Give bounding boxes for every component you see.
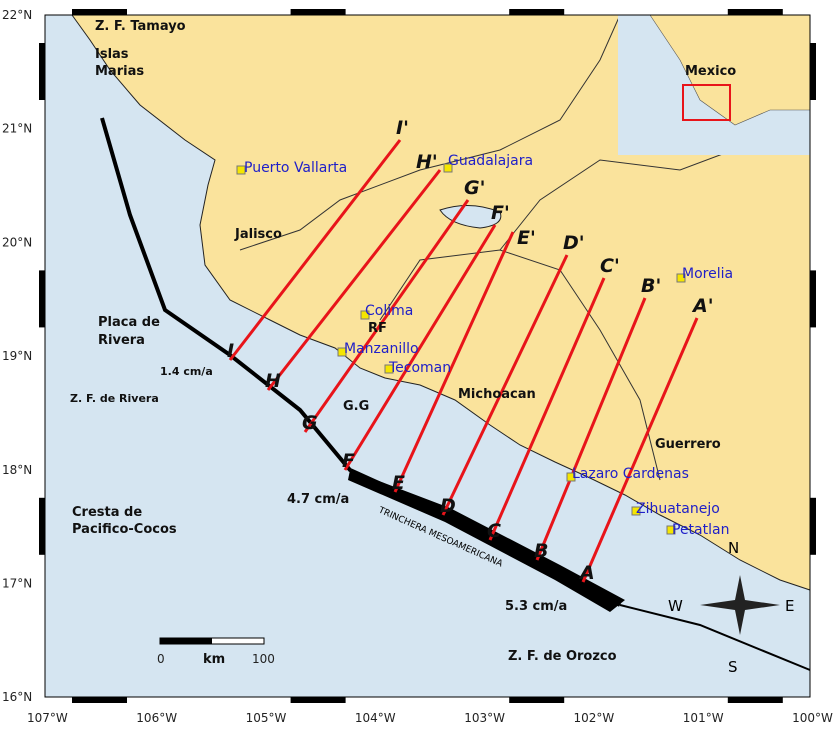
label-pacifico-cocos: Pacifico-Cocos	[72, 522, 177, 537]
map-frame	[39, 9, 816, 703]
lat-tick: 21°N	[2, 122, 32, 136]
svg-text:S: S	[728, 658, 738, 676]
label-islas: Islas	[95, 47, 129, 62]
city-manzanillo: Manzanillo	[344, 341, 419, 357]
profile-end-label: H'	[416, 151, 438, 173]
city-guadalajara: Guadalajara	[448, 153, 533, 169]
scale-bar: 0 km 100	[157, 637, 275, 667]
label-rivera: Rivera	[98, 333, 145, 348]
trench-thick	[348, 470, 625, 612]
lat-tick: 20°N	[2, 235, 32, 249]
label-rf: RF	[368, 321, 387, 336]
lat-tick: 18°N	[2, 463, 32, 477]
land	[71, 14, 811, 591]
trench-east	[619, 604, 811, 671]
profile-start-label: D	[440, 495, 456, 517]
lon-tick: 101°W	[683, 711, 724, 725]
lon-tick: 104°W	[355, 711, 396, 725]
svg-text:100: 100	[252, 652, 275, 666]
rate-3: 5.3 cm/a	[505, 599, 567, 614]
svg-text:0: 0	[157, 652, 165, 666]
svg-text:km: km	[203, 652, 225, 667]
label-gg: G.G	[343, 399, 369, 414]
profile-line	[303, 199, 470, 433]
label-cresta-de: Cresta de	[72, 505, 142, 520]
profile-end-label: B'	[641, 275, 661, 297]
profile-line	[343, 224, 497, 471]
label-michoacan: Michoacan	[458, 387, 536, 402]
lon-tick: 105°W	[246, 711, 287, 725]
label-zf-tamayo: Z. F. Tamayo	[95, 19, 186, 34]
profile-line	[228, 139, 402, 361]
lon-tick: 100°W	[792, 711, 833, 725]
city-morelia: Morelia	[682, 266, 733, 282]
profile-start-label: B	[534, 540, 548, 562]
profile-line	[488, 277, 606, 541]
profile-line	[266, 169, 442, 391]
inset-study-area	[682, 84, 731, 121]
lon-tick: 106°W	[136, 711, 177, 725]
lat-tick: 19°N	[2, 349, 32, 363]
label-guerrero: Guerrero	[655, 437, 721, 452]
city-puerto-vallarta: Puerto Vallarta	[244, 160, 347, 176]
profile-start-label: C	[487, 520, 501, 542]
profile-end-label: A'	[691, 295, 714, 317]
lon-tick: 107°W	[27, 711, 68, 725]
label-marias: Marias	[95, 64, 144, 79]
profile-end-label: G'	[464, 177, 485, 199]
city-tecoman: Tecoman	[388, 360, 451, 376]
lon-tick: 102°W	[574, 711, 615, 725]
rate-1: 1.4 cm/a	[160, 365, 213, 378]
profile-end-label: F'	[491, 202, 510, 224]
city-markers	[236, 163, 686, 535]
profile-end-label: C'	[600, 255, 620, 277]
lat-tick: 16°N	[2, 690, 32, 704]
inset-label: Mexico	[685, 64, 736, 79]
lon-tick: 103°W	[464, 711, 505, 725]
profile-start-label: A	[578, 562, 595, 584]
profile-line	[393, 231, 515, 493]
profile-end-label: E'	[517, 227, 536, 249]
profile-line	[441, 254, 569, 516]
compass-rose: N S E W	[668, 539, 794, 676]
label-zf-rivera: Z. F. de Rivera	[70, 392, 159, 405]
profile-line	[535, 297, 647, 561]
profile-start-label: E	[392, 472, 405, 494]
label-placa-de: Placa de	[98, 315, 160, 330]
city-zihuatanejo: Zihuatanejo	[636, 501, 720, 517]
profile-start-label: F	[342, 450, 355, 472]
lat-tick: 17°N	[2, 577, 32, 591]
city-petatlan: Petatlan	[672, 522, 729, 538]
profile-start-label: H	[265, 370, 281, 392]
rate-2: 4.7 cm/a	[287, 492, 349, 507]
lat-tick: 22°N	[2, 8, 32, 22]
profile-start-label: G	[302, 412, 318, 434]
label-jalisco: Jalisco	[234, 227, 282, 242]
city-colima: Colima	[365, 303, 413, 319]
city-lazaro-cardenas: Lazaro Cardenas	[572, 466, 689, 482]
lake-chapala	[439, 205, 502, 229]
profile-end-label: D'	[563, 232, 585, 254]
axis-labels: 107°W 106°W 105°W 104°W 103°W 102°W 101°W 100°W…	[2, 8, 833, 725]
profile-lines: A A' B B' C C' D D' E E' F F' G G' H H' I I'	[227, 117, 714, 584]
profile-start-label: I	[227, 340, 234, 362]
svg-text:W: W	[668, 597, 683, 615]
profile-line	[581, 317, 699, 583]
svg-text:N: N	[728, 539, 739, 557]
profile-end-label: I'	[396, 117, 409, 139]
label-zf-orozco: Z. F. de Orozco	[508, 649, 617, 664]
svg-text:E: E	[785, 597, 794, 615]
